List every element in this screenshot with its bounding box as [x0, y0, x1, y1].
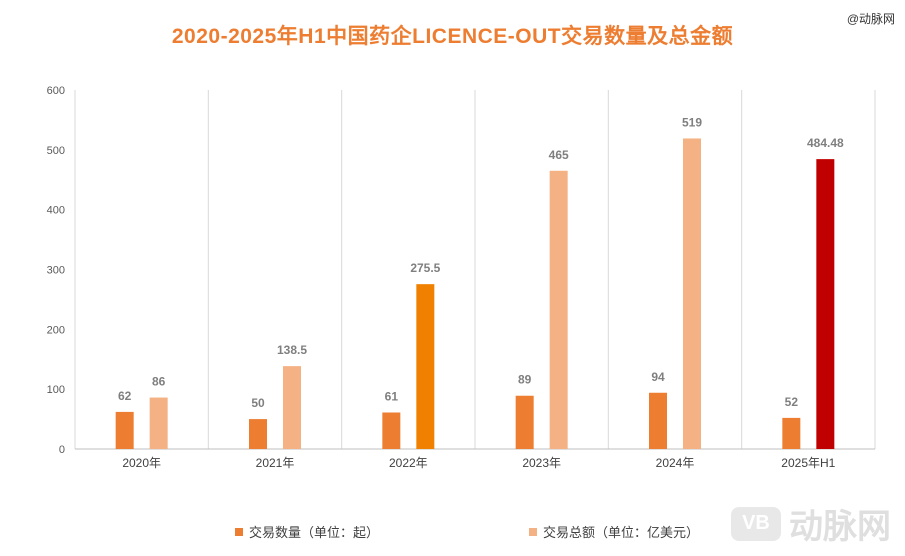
- data-labels: 62 50 61 89 94 52 86 138.5 275.5 465 519 484.48: [118, 115, 844, 410]
- bar: [649, 392, 667, 449]
- legend-label-count: 交易数量（单位：起）: [249, 525, 380, 540]
- data-label: 52: [785, 395, 799, 409]
- data-label: 519: [682, 115, 702, 129]
- y-tick-label: 300: [47, 265, 65, 277]
- bar: [515, 395, 534, 449]
- legend-item-amount: 交易总额（单位：亿美元）: [529, 522, 699, 541]
- legend-swatch-count: [235, 527, 243, 536]
- bar: [416, 284, 435, 449]
- bars: [115, 138, 835, 450]
- y-tick-label: 200: [47, 324, 65, 336]
- bar: [683, 138, 701, 449]
- y-tick-label: 500: [47, 145, 65, 157]
- x-tick-label: 2024年: [656, 456, 695, 470]
- y-tick-label: 100: [47, 384, 65, 396]
- watermark-logo-icon: VB: [731, 506, 781, 541]
- x-tick-label: 2025年H1: [781, 456, 835, 470]
- bar: [382, 412, 401, 449]
- data-label: 465: [549, 148, 569, 162]
- bar: [549, 170, 568, 449]
- bar: [149, 397, 168, 449]
- bar: [782, 417, 801, 449]
- watermark-text: 动脉网: [789, 507, 891, 547]
- bar: [249, 419, 267, 449]
- data-label: 484.48: [807, 136, 844, 150]
- data-label: 94: [651, 370, 665, 384]
- watermark: VB 动脉网: [731, 499, 891, 548]
- data-label: 62: [118, 389, 132, 403]
- x-tick-label: 2022年: [389, 456, 428, 470]
- data-label: 61: [385, 390, 399, 404]
- data-label: 138.5: [277, 343, 307, 357]
- y-tick-label: 0: [59, 444, 65, 456]
- data-label: 86: [152, 375, 166, 389]
- bar: [283, 366, 301, 449]
- data-label: 89: [518, 373, 532, 387]
- chart-title: 2020-2025年H1中国药企LICENCE-OUT交易数量及总金额: [171, 25, 734, 48]
- bar: [816, 159, 835, 450]
- data-label: 275.5: [410, 261, 440, 275]
- legend-label-amount: 交易总额（单位：亿美元）: [543, 525, 700, 540]
- x-axis: 2020年 2021年 2022年 2023年 2024年 2025年H1: [75, 448, 875, 470]
- x-tick-label: 2023年: [522, 456, 561, 470]
- x-tick-label: 2021年: [256, 456, 295, 470]
- legend-item-count: 交易数量（单位：起）: [235, 522, 379, 541]
- grid-lines: [74, 90, 876, 449]
- y-tick-label: 400: [47, 205, 65, 217]
- legend-swatch-amount: [529, 527, 537, 536]
- bar: [115, 411, 134, 449]
- y-axis: 0 100 200 300 400 500 600: [47, 85, 65, 456]
- y-tick-label: 600: [47, 85, 65, 97]
- data-label: 50: [251, 396, 265, 410]
- x-tick-label: 2020年: [122, 456, 161, 470]
- source-label: @动脉网: [846, 12, 895, 26]
